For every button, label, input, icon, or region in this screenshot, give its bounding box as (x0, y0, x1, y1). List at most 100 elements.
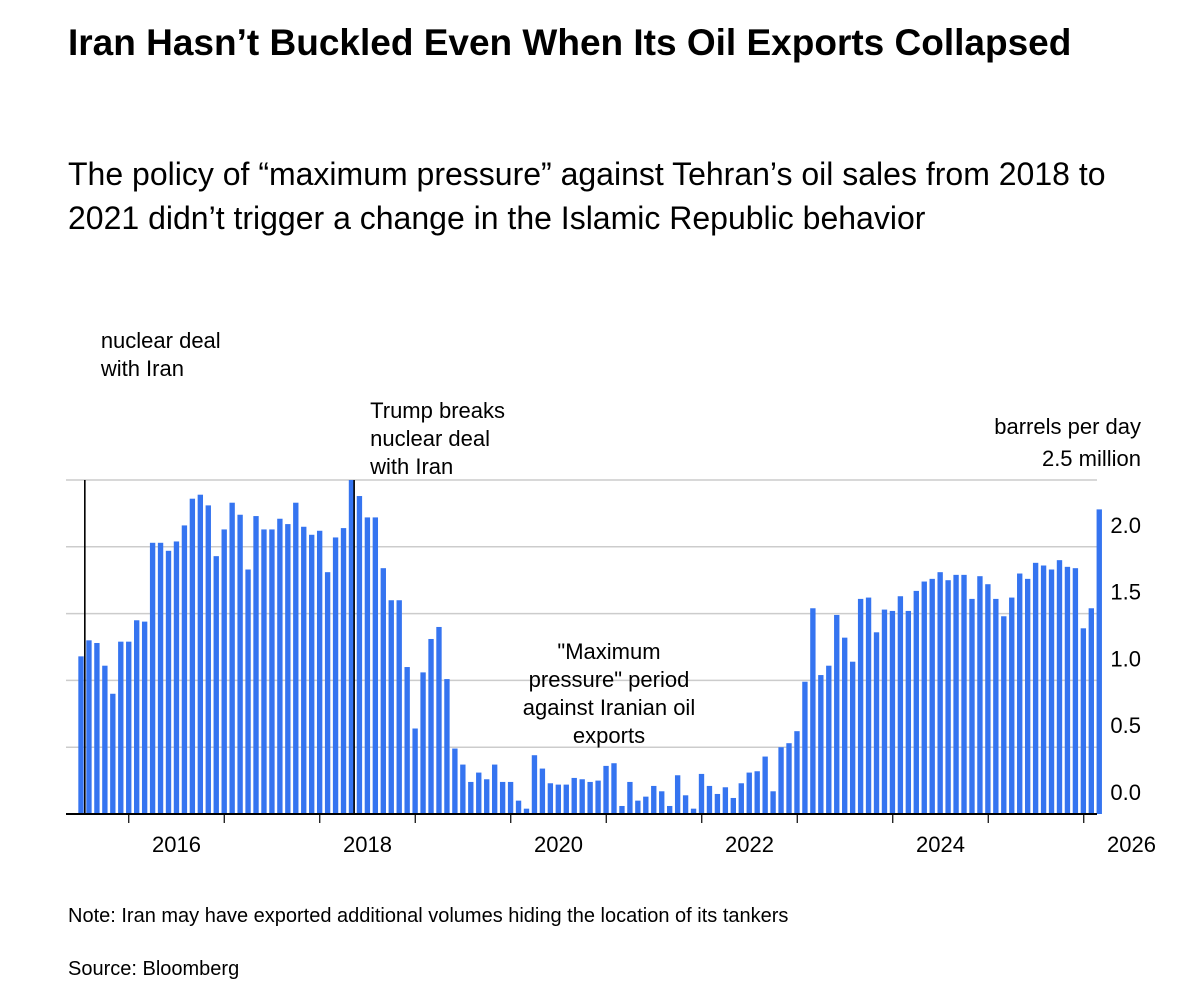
bar (102, 665, 108, 814)
bar (134, 620, 140, 814)
bar (682, 795, 689, 814)
bar (110, 693, 116, 814)
bar (913, 590, 919, 814)
bar (762, 756, 768, 814)
bar (356, 496, 363, 814)
x-tick-label: 2016 (152, 832, 201, 857)
bar (340, 528, 347, 814)
y-tick-label: 2.0 (1110, 513, 1141, 538)
bar (396, 600, 402, 814)
x-tick-label: 2026 (1107, 832, 1156, 857)
bar (157, 542, 164, 814)
y-top-label: 2.5 million (1042, 446, 1141, 471)
bar (301, 526, 307, 814)
bar (555, 784, 561, 814)
bar (1072, 568, 1079, 814)
bar (635, 800, 641, 814)
bars (78, 480, 1102, 814)
bar (865, 597, 872, 814)
bar (921, 581, 927, 814)
bar (348, 480, 355, 814)
bar (118, 641, 124, 814)
bar (237, 514, 243, 814)
x-axis (66, 813, 1097, 823)
bar (436, 626, 442, 814)
bar (770, 791, 776, 814)
bar (515, 800, 522, 814)
bar (1088, 608, 1094, 814)
bar (953, 574, 959, 814)
event-marker-label: nuclear deal (370, 426, 490, 451)
event-marker-label: Trump breaks (370, 398, 505, 423)
bar (993, 598, 999, 814)
bar (698, 773, 705, 814)
bar (229, 502, 235, 814)
event-marker-label: with Iran (100, 356, 184, 381)
bar (1048, 569, 1055, 814)
bar (523, 808, 530, 814)
bar (603, 765, 609, 814)
bar (444, 679, 450, 814)
x-tick-label: 2018 (343, 832, 392, 857)
bar (714, 793, 721, 814)
bar (897, 596, 904, 814)
bar (627, 781, 633, 814)
bar (332, 537, 339, 814)
bar (1040, 565, 1047, 814)
bar (491, 764, 498, 814)
bar (945, 580, 951, 814)
bar (659, 791, 665, 814)
bar (977, 576, 983, 814)
bar (428, 638, 434, 814)
bar (834, 614, 840, 814)
bar (857, 598, 864, 814)
bar (261, 529, 267, 814)
bar (611, 763, 617, 814)
bar (849, 661, 856, 814)
bar (667, 805, 673, 814)
bar (452, 748, 458, 814)
bar (1080, 628, 1087, 814)
bar (619, 805, 625, 814)
bar (674, 775, 681, 814)
bar (141, 621, 148, 814)
bar (316, 530, 323, 814)
bar (1032, 562, 1039, 814)
y-tick-label: 1.5 (1110, 580, 1141, 605)
bar (181, 525, 188, 814)
bar (961, 574, 967, 814)
chart-title: Iran Hasn’t Buckled Even When Its Oil Ex… (68, 22, 1072, 63)
bar (826, 665, 832, 814)
bar (126, 641, 132, 814)
bar (189, 498, 196, 814)
bar (213, 556, 219, 814)
bar (889, 610, 896, 814)
bar (277, 518, 283, 814)
bar (810, 608, 816, 814)
y-tick-label: 1.0 (1110, 646, 1141, 671)
bar (1056, 560, 1063, 814)
bar (165, 550, 172, 814)
bar (269, 529, 275, 814)
pressure-period-label: "Maximum (557, 639, 660, 664)
x-tick-label: 2024 (916, 832, 965, 857)
annotations: nuclear deal with Iran Trump breaks nuclear… (100, 328, 695, 748)
axis-labels: 2016 2018 2020 2022 2024 2026 0.0 0.5 1.0 1.5 2.0 b… (152, 414, 1156, 857)
bar (1017, 573, 1023, 814)
bar (905, 610, 912, 814)
bar (754, 771, 760, 814)
pressure-period-label: against Iranian oil (523, 695, 695, 720)
bar (738, 783, 744, 814)
bar (245, 569, 251, 814)
bar (309, 534, 315, 814)
bar (149, 542, 156, 814)
x-tick-label: 2020 (534, 832, 583, 857)
bar (476, 772, 482, 814)
bar (746, 772, 752, 814)
bar (1009, 597, 1015, 814)
bar (690, 808, 697, 814)
bar (969, 598, 975, 814)
bar (937, 572, 943, 814)
bar (587, 781, 593, 814)
source-line: Source: Bloomberg (68, 958, 240, 980)
